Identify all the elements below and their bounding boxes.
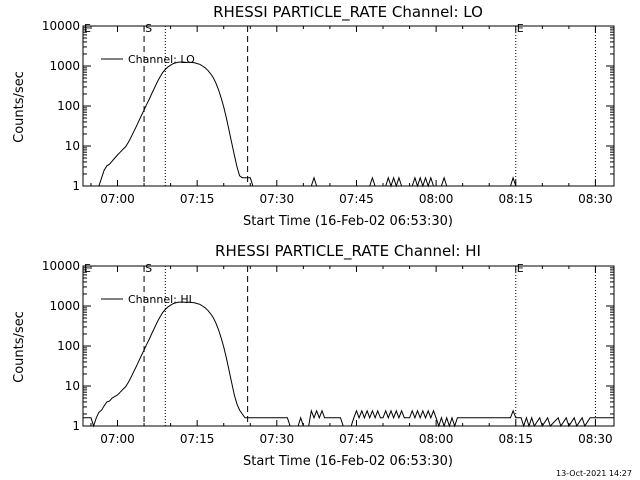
x-tick-label: 07:15 <box>180 432 215 446</box>
legend-label: Channel: LO <box>128 53 195 66</box>
x-tick-label: 07:15 <box>180 192 215 206</box>
y-tick-label: 100 <box>57 339 80 353</box>
chart-title: RHESSI PARTICLE_RATE Channel: HI <box>215 242 481 261</box>
panel-hi: RHESSI PARTICLE_RATE Channel: HI Start T… <box>12 242 615 469</box>
panel-lo: RHESSI PARTICLE_RATE Channel: LO Start T… <box>12 3 615 229</box>
x-tick-label: 07:00 <box>100 432 135 446</box>
x-tick-label: 08:15 <box>498 432 533 446</box>
x-axis-label: Start Time (16-Feb-02 06:53:30) <box>243 454 453 469</box>
event-marker-label: S <box>145 262 152 275</box>
x-axis-label: Start Time (16-Feb-02 06:53:30) <box>243 214 453 229</box>
x-tick-label: 08:00 <box>419 432 454 446</box>
y-axis-label: Counts/sec <box>12 71 27 143</box>
render-timestamp: 13-Oct-2021 14:27 <box>556 469 632 478</box>
y-tick-label: 10000 <box>42 259 80 273</box>
x-tick-label: 08:30 <box>578 192 613 206</box>
event-marker-label: E <box>517 22 524 35</box>
series-line <box>83 301 614 428</box>
x-tick-label: 07:30 <box>260 192 295 206</box>
y-tick-label: 100 <box>57 99 80 113</box>
x-tick-label: 07:00 <box>100 192 135 206</box>
y-tick-label: 1 <box>72 179 80 193</box>
event-marker-label: E <box>84 262 91 275</box>
event-marker-label: E <box>517 262 524 275</box>
event-marker-label: S <box>145 22 152 35</box>
y-tick-label: 1000 <box>49 299 80 313</box>
x-tick-label: 07:45 <box>339 432 374 446</box>
x-tick-label: 08:30 <box>578 432 613 446</box>
x-tick-label: 08:15 <box>498 192 533 206</box>
x-tick-label: 07:30 <box>260 432 295 446</box>
y-tick-label: 10 <box>65 139 80 153</box>
x-tick-label: 08:00 <box>419 192 454 206</box>
y-tick-label: 1 <box>72 419 80 433</box>
y-axis-label: Counts/sec <box>12 311 27 383</box>
y-tick-label: 1000 <box>49 59 80 73</box>
legend-label: Channel: HI <box>128 293 192 306</box>
event-marker-label: E <box>84 22 91 35</box>
y-tick-label: 10000 <box>42 19 80 33</box>
y-tick-label: 10 <box>65 379 80 393</box>
x-tick-label: 07:45 <box>339 192 374 206</box>
chart-title: RHESSI PARTICLE_RATE Channel: LO <box>213 3 483 22</box>
